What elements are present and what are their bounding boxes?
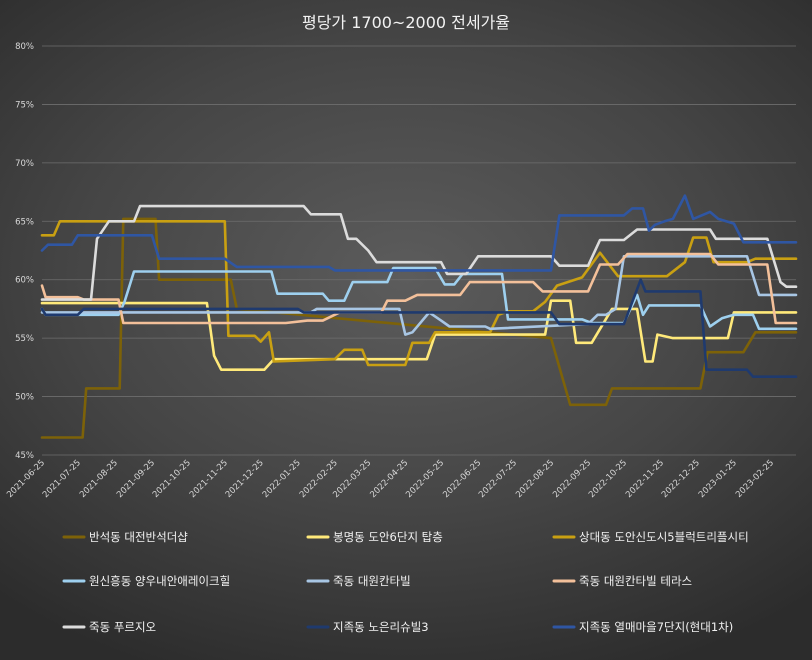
x-tick-label: 2021-10-25 — [151, 458, 193, 500]
series-line-4 — [40, 266, 798, 331]
x-axis-ticks: 2021-06-252021-07-252021-08-252021-09-25… — [5, 458, 776, 500]
series-line-7 — [40, 204, 798, 301]
series-lines — [40, 194, 798, 439]
x-tick-label: 2021-07-25 — [41, 458, 83, 500]
series-line-1 — [40, 217, 798, 439]
x-tick-label: 2022-05-25 — [404, 458, 446, 500]
y-tick-label: 75% — [15, 100, 34, 110]
legend-label: 원신흥동 양우내안애레이크힐 — [89, 574, 230, 588]
series-line-6 — [40, 252, 798, 325]
series-line-9 — [40, 194, 798, 272]
x-tick-label: 2023-01-25 — [697, 458, 739, 500]
y-tick-label: 70% — [15, 159, 34, 169]
legend-label: 지족동 열매마을7단지(현대1차) — [579, 620, 733, 634]
legend-label: 죽동 대원칸타빌 — [333, 574, 411, 588]
y-tick-label: 45% — [15, 451, 34, 461]
x-tick-label: 2022-07-25 — [477, 458, 519, 500]
series-line-2 — [40, 299, 798, 371]
x-tick-label: 2021-08-25 — [78, 458, 120, 500]
legend-label: 반석동 대전반석더샵 — [89, 530, 188, 544]
y-tick-label: 65% — [15, 217, 34, 227]
gridlines — [42, 45, 796, 456]
y-axis-ticks: 45% 50% 55% 60% 65% 70% 75% 80% — [15, 42, 34, 461]
x-tick-label: 2023-02-25 — [734, 458, 776, 500]
y-tick-label: 80% — [15, 42, 34, 52]
legend-label: 지족동 노은리슈빌3 — [333, 620, 429, 634]
legend-label: 죽동 대원칸타빌 테라스 — [579, 574, 692, 588]
x-tick-label: 2021-12-25 — [224, 458, 266, 500]
y-tick-label: 60% — [15, 276, 34, 286]
x-tick-label: 2022-08-25 — [514, 458, 556, 500]
series-line-3 — [40, 220, 798, 367]
x-tick-label: 2022-10-25 — [587, 458, 629, 500]
series-line-8 — [40, 278, 798, 378]
y-tick-label: 55% — [15, 334, 34, 344]
y-tick-label: 50% — [15, 393, 34, 403]
legend: 반석동 대전반석더샵 봉명동 도안6단지 탑층 상대동 도안신도시5블럭트리플시티원… — [62, 530, 749, 634]
legend-label: 죽동 푸르지오 — [89, 620, 156, 634]
x-tick-label: 2022-12-25 — [660, 458, 702, 500]
legend-label: 봉명동 도안6단지 탑층 — [333, 530, 443, 544]
chart-title: 평당가 1700~2000 전세가율 — [302, 13, 510, 32]
x-tick-label: 2022-01-25 — [261, 458, 303, 500]
legend-label: 상대동 도안신도시5블럭트리플시티 — [579, 530, 749, 544]
